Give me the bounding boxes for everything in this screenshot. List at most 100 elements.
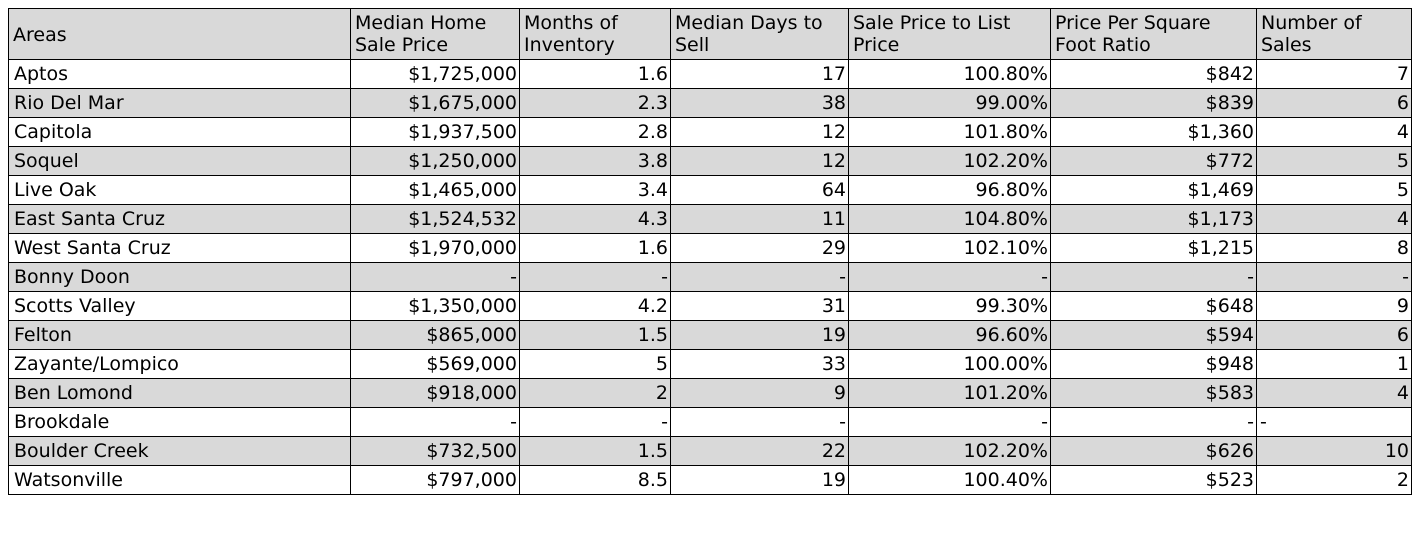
table-body: Aptos $1,725,000 1.6 17 100.80% $842 7 Rio Del … — [8, 59, 1412, 495]
number-of-sales-cell: 5 — [1256, 146, 1412, 176]
area-name-cell: Capitola — [8, 117, 351, 147]
number-of-sales-cell: 6 — [1256, 320, 1412, 350]
months-of-inventory-cell: 4.2 — [519, 291, 671, 321]
sale-to-list-ratio-cell: 96.80% — [848, 175, 1051, 205]
price-per-sqft-cell: $648 — [1050, 291, 1257, 321]
sale-to-list-ratio-cell: 102.10% — [848, 233, 1051, 263]
area-name-cell: Watsonville — [8, 465, 351, 495]
sale-to-list-ratio-cell: - — [848, 407, 1051, 437]
table-row: Soquel $1,250,000 3.8 12 102.20% $772 5 — [8, 146, 1412, 176]
median-home-sale-price-cell: $1,937,500 — [350, 117, 520, 147]
area-name-cell: Boulder Creek — [8, 436, 351, 466]
median-home-sale-price-cell: $1,350,000 — [350, 291, 520, 321]
price-per-sqft-cell: $523 — [1050, 465, 1257, 495]
number-of-sales-cell: 8 — [1256, 233, 1412, 263]
price-per-sqft-cell: $1,215 — [1050, 233, 1257, 263]
price-per-sqft-cell: $1,469 — [1050, 175, 1257, 205]
header-months-of-inventory: Months of Inventory — [519, 8, 671, 60]
median-home-sale-price-cell: $865,000 — [350, 320, 520, 350]
number-of-sales-cell: 6 — [1256, 88, 1412, 118]
months-of-inventory-cell: 2.8 — [519, 117, 671, 147]
header-row: Areas Median Home Sale Price Months of Inv… — [8, 8, 1412, 60]
number-of-sales-cell: 4 — [1256, 378, 1412, 408]
sale-to-list-ratio-cell: 100.40% — [848, 465, 1051, 495]
number-of-sales-cell: - — [1256, 262, 1412, 292]
months-of-inventory-cell: 5 — [519, 349, 671, 379]
area-name-cell: Bonny Doon — [8, 262, 351, 292]
sale-to-list-ratio-cell: 101.20% — [848, 378, 1051, 408]
months-of-inventory-cell: 1.5 — [519, 320, 671, 350]
table-row: West Santa Cruz $1,970,000 1.6 29 102.10% $1,… — [8, 233, 1412, 263]
median-days-to-sell-cell: 64 — [670, 175, 849, 205]
median-days-to-sell-cell: 29 — [670, 233, 849, 263]
price-per-sqft-cell: $842 — [1050, 59, 1257, 89]
months-of-inventory-cell: 8.5 — [519, 465, 671, 495]
median-home-sale-price-cell: $1,675,000 — [350, 88, 520, 118]
median-days-to-sell-cell: 19 — [670, 320, 849, 350]
months-of-inventory-cell: 2.3 — [519, 88, 671, 118]
median-home-sale-price-cell: $569,000 — [350, 349, 520, 379]
table-row: Watsonville $797,000 8.5 19 100.40% $523 2 — [8, 465, 1412, 495]
area-name-cell: Rio Del Mar — [8, 88, 351, 118]
table-row: Zayante/Lompico $569,000 5 33 100.00% $948 1 — [8, 349, 1412, 379]
median-days-to-sell-cell: 22 — [670, 436, 849, 466]
price-per-sqft-cell: - — [1050, 262, 1257, 292]
median-days-to-sell-cell: - — [670, 262, 849, 292]
median-home-sale-price-cell: $1,250,000 — [350, 146, 520, 176]
table-row: Brookdale - - - - - - — [8, 407, 1412, 437]
area-name-cell: Brookdale — [8, 407, 351, 437]
months-of-inventory-cell: 1.6 — [519, 233, 671, 263]
months-of-inventory-cell: 1.6 — [519, 59, 671, 89]
price-per-sqft-cell: - — [1050, 407, 1257, 437]
table-row: Bonny Doon - - - - - - — [8, 262, 1412, 292]
price-per-sqft-cell: $1,360 — [1050, 117, 1257, 147]
sale-to-list-ratio-cell: 99.00% — [848, 88, 1051, 118]
area-name-cell: West Santa Cruz — [8, 233, 351, 263]
months-of-inventory-cell: 3.8 — [519, 146, 671, 176]
median-days-to-sell-cell: 33 — [670, 349, 849, 379]
months-of-inventory-cell: 2 — [519, 378, 671, 408]
months-of-inventory-cell: - — [519, 407, 671, 437]
sale-to-list-ratio-cell: 96.60% — [848, 320, 1051, 350]
number-of-sales-cell: 7 — [1256, 59, 1412, 89]
header-median-days-to-sell: Median Days to Sell — [670, 8, 849, 60]
table-row: Scotts Valley $1,350,000 4.2 31 99.30% $648 9 — [8, 291, 1412, 321]
number-of-sales-cell: 4 — [1256, 204, 1412, 234]
median-days-to-sell-cell: 12 — [670, 117, 849, 147]
number-of-sales-cell: 4 — [1256, 117, 1412, 147]
median-days-to-sell-cell: 38 — [670, 88, 849, 118]
area-name-cell: Ben Lomond — [8, 378, 351, 408]
header-median-home-sale-price: Median Home Sale Price — [350, 8, 520, 60]
table-row: Felton $865,000 1.5 19 96.60% $594 6 — [8, 320, 1412, 350]
median-home-sale-price-cell: $1,970,000 — [350, 233, 520, 263]
median-days-to-sell-cell: 11 — [670, 204, 849, 234]
months-of-inventory-cell: - — [519, 262, 671, 292]
months-of-inventory-cell: 1.5 — [519, 436, 671, 466]
sale-to-list-ratio-cell: 100.80% — [848, 59, 1051, 89]
median-days-to-sell-cell: 12 — [670, 146, 849, 176]
header-areas: Areas — [8, 8, 351, 60]
median-home-sale-price-cell: - — [350, 262, 520, 292]
area-name-cell: Aptos — [8, 59, 351, 89]
median-home-sale-price-cell: $732,500 — [350, 436, 520, 466]
median-home-sale-price-cell: $918,000 — [350, 378, 520, 408]
number-of-sales-cell: 5 — [1256, 175, 1412, 205]
price-per-sqft-cell: $583 — [1050, 378, 1257, 408]
area-name-cell: Zayante/Lompico — [8, 349, 351, 379]
market-stats-table: Areas Median Home Sale Price Months of Inv… — [8, 8, 1412, 495]
sale-to-list-ratio-cell: 102.20% — [848, 436, 1051, 466]
sale-to-list-ratio-cell: 102.20% — [848, 146, 1051, 176]
price-per-sqft-cell: $839 — [1050, 88, 1257, 118]
number-of-sales-cell: - — [1256, 407, 1412, 437]
table-row: Ben Lomond $918,000 2 9 101.20% $583 4 — [8, 378, 1412, 408]
number-of-sales-cell: 1 — [1256, 349, 1412, 379]
area-name-cell: East Santa Cruz — [8, 204, 351, 234]
sale-to-list-ratio-cell: 99.30% — [848, 291, 1051, 321]
months-of-inventory-cell: 4.3 — [519, 204, 671, 234]
header-number-of-sales: Number of Sales — [1256, 8, 1412, 60]
median-days-to-sell-cell: 17 — [670, 59, 849, 89]
table-header: Areas Median Home Sale Price Months of Inv… — [8, 8, 1412, 60]
median-home-sale-price-cell: $1,524,532 — [350, 204, 520, 234]
number-of-sales-cell: 10 — [1256, 436, 1412, 466]
area-name-cell: Scotts Valley — [8, 291, 351, 321]
